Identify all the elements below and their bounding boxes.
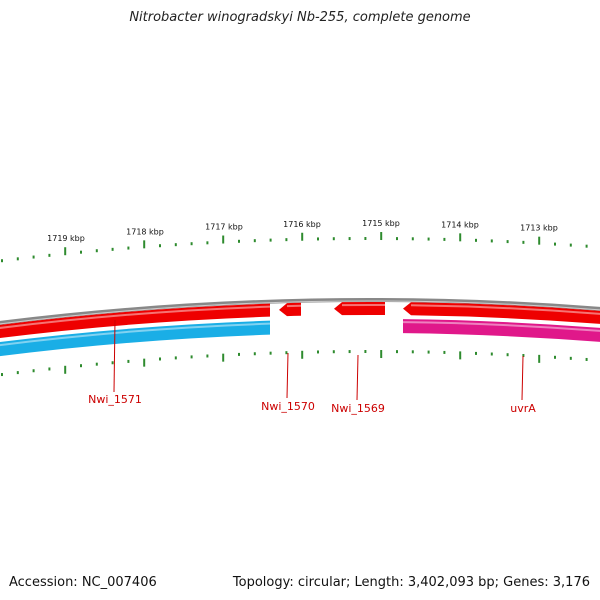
gene-label-Nwi_1570: Nwi_1570 [261,352,315,413]
gene-Nwi_1570[interactable] [279,302,302,317]
gene-uvrA-rev[interactable] [402,319,600,343]
kbp-label: 1715 kbp [362,219,400,228]
backbone-highlight [0,300,600,325]
gene-Nwi_1571[interactable] [0,320,271,358]
map-title: Nitrobacter winogradskyi Nb-255, complet… [129,10,471,25]
kbp-label: 1719 kbp [47,234,85,243]
gene-features [0,301,600,358]
kbp-label: 1713 kbp [520,224,558,233]
gene-label-Nwi_1569: Nwi_1569 [331,354,385,415]
scale-ticks: 1719 kbp 1718 kbp 1717 kbp 1716 kbp 1715 kbp… [1,219,588,377]
svg-text:Nwi_1569: Nwi_1569 [331,402,385,415]
gene-Nwi_1569[interactable] [334,301,386,316]
kbp-label: 1714 kbp [441,220,479,229]
svg-text:uvrA: uvrA [510,402,536,415]
gene-label-uvrA: uvrA [510,355,536,415]
kbp-label: 1718 kbp [126,227,164,236]
topology-text: Topology: circular; Length: 3,402,093 bp… [232,575,590,590]
gene-labels: Nwi_1571 Nwi_1570 Nwi_1569 uvrA [88,319,536,415]
gene-label-Nwi_1571: Nwi_1571 [88,319,142,406]
kbp-label: 1717 kbp [205,222,243,231]
gene-Nwi_1571-fwd[interactable] [0,303,271,340]
gene-uvrA[interactable] [403,302,600,324]
accession-text: Accession: NC_007406 [9,575,157,590]
kbp-label: 1716 kbp [283,220,321,229]
svg-text:Nwi_1570: Nwi_1570 [261,400,315,413]
genome-backbone [0,298,600,325]
svg-text:Nwi_1571: Nwi_1571 [88,393,142,406]
backbone-arc [0,298,600,325]
